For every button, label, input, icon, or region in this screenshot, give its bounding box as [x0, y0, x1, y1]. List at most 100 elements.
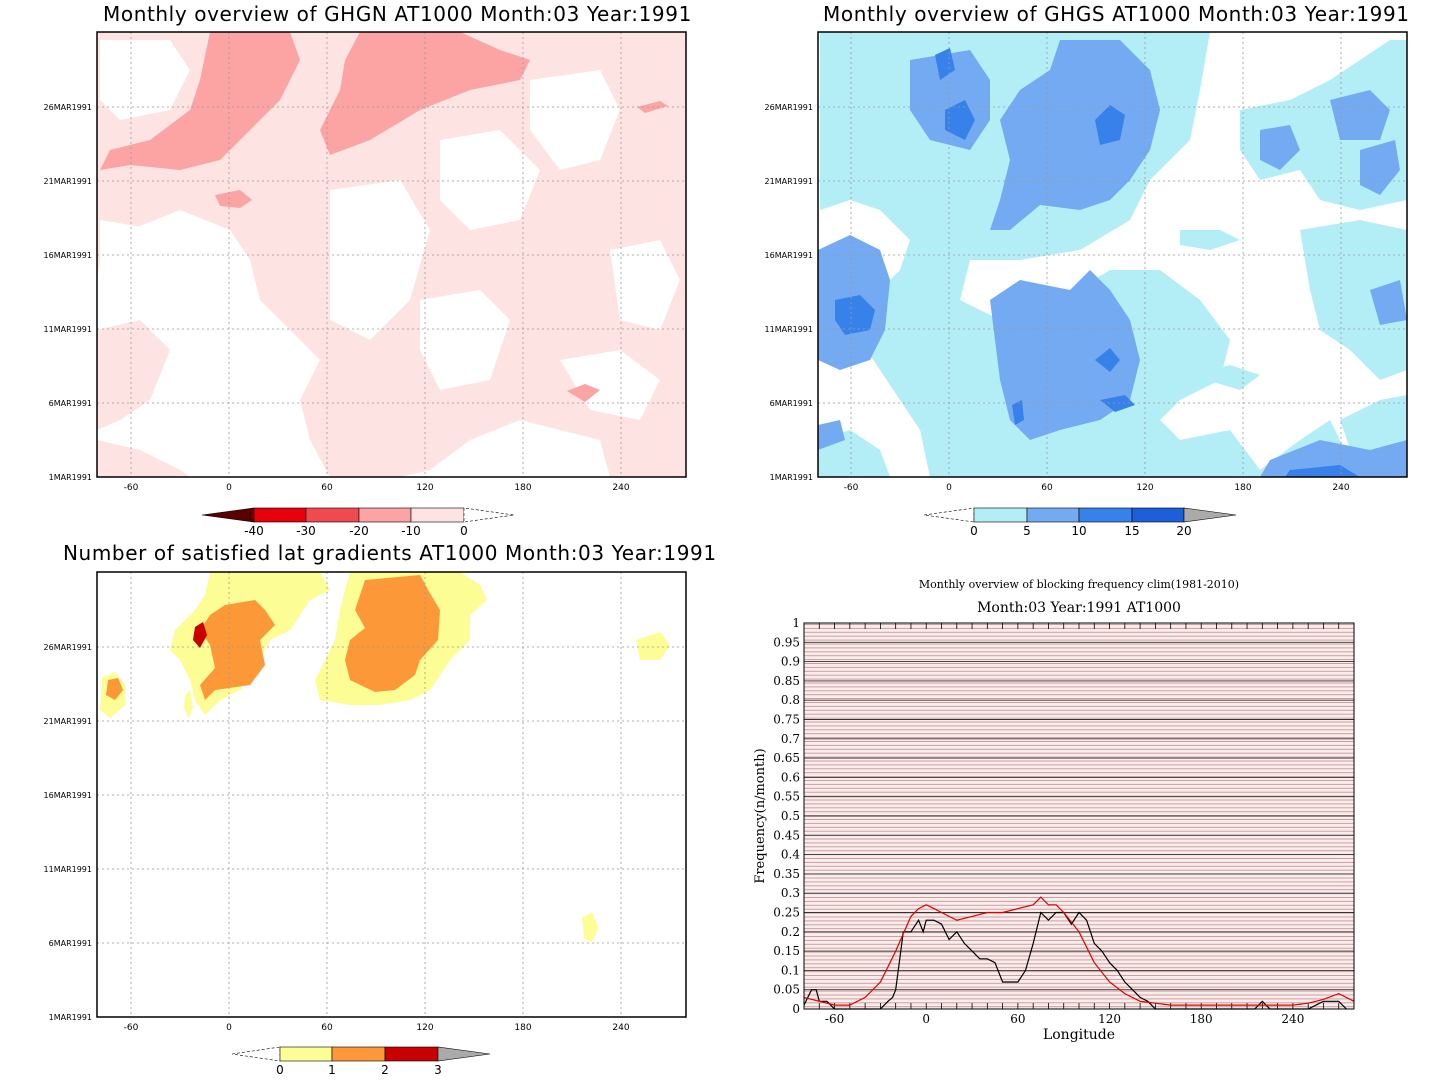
x-tick: 60: [321, 1023, 333, 1033]
y-tick: 0.7: [781, 732, 800, 746]
colorbar-tick: 0: [970, 524, 978, 538]
x-tick: -60: [124, 483, 139, 493]
y-tick: 16MAR1991: [765, 251, 813, 260]
series-line-red: [803, 896, 1355, 1006]
gradients-colorbar: 0 1 2 3: [231, 1046, 491, 1077]
colorbar-tick: -20: [349, 524, 369, 538]
y-tick: 0.15: [773, 944, 800, 958]
ghgn-contour-medium: [100, 32, 300, 170]
y-tick: 0.5: [781, 809, 800, 823]
ghgn-y-ticks: 1MAR1991 6MAR1991 11MAR1991 16MAR1991 21…: [44, 103, 92, 482]
x-tick: 240: [612, 1023, 629, 1033]
colorbar-tick: 2: [381, 1063, 389, 1077]
x-tick: 120: [1136, 483, 1153, 493]
y-tick: 0.05: [773, 983, 800, 997]
frequency-title: Monthly overview of blocking frequency c…: [919, 578, 1239, 591]
ghgs-y-ticks: 1MAR1991 6MAR1991 11MAR1991 16MAR1991 21…: [765, 103, 813, 482]
colorbar-tick: 1: [328, 1063, 336, 1077]
colorbar-tick: 20: [1176, 524, 1191, 538]
y-tick: 0.85: [773, 674, 800, 688]
ghgn-colorbar: -40 -30 -20 -10 0: [201, 507, 515, 538]
y-tick: 0.6: [781, 770, 800, 784]
y-tick: 0.65: [773, 751, 800, 765]
x-tick: 60: [1010, 1012, 1025, 1026]
y-tick: 0.95: [773, 635, 800, 649]
y-tick: 0.55: [773, 790, 800, 804]
colorbar-tick: 5: [1023, 524, 1031, 538]
x-tick: 240: [1281, 1012, 1304, 1026]
colorbar-tick: -10: [401, 524, 421, 538]
ghgs-x-ticks: -60 0 60 120 180 240: [844, 483, 1350, 493]
y-tick: 0.75: [773, 713, 800, 727]
y-tick: 0.35: [773, 867, 800, 881]
gradients-y-ticks: 1MAR1991 6MAR1991 11MAR1991 16MAR1991 21…: [44, 643, 92, 1022]
x-tick: 180: [1234, 483, 1251, 493]
x-tick: 60: [1041, 483, 1053, 493]
y-tick: 0.3: [781, 886, 800, 900]
y-tick: 0.25: [773, 906, 800, 920]
y-tick: 0: [792, 1002, 800, 1016]
gradients-x-ticks: -60 0 60 120 180 240: [124, 1023, 630, 1033]
y-tick: 6MAR1991: [49, 399, 92, 408]
y-tick: 0.9: [781, 655, 800, 669]
frequency-ylabel: Frequency(n/month): [753, 748, 768, 883]
y-tick: 6MAR1991: [770, 399, 813, 408]
frequency-xlabel: Longitude: [1043, 1027, 1115, 1043]
y-tick: 21MAR1991: [765, 177, 813, 186]
x-tick: 0: [946, 483, 952, 493]
title-ghgs: Monthly overview of GHGS AT1000 Month:03…: [823, 2, 1410, 26]
y-tick: 26MAR1991: [44, 103, 92, 112]
x-tick: 120: [416, 1023, 433, 1033]
colorbar-tick: 3: [434, 1063, 442, 1077]
x-tick: 180: [514, 483, 531, 493]
colorbar-tick: 0: [460, 524, 468, 538]
x-tick: 60: [321, 483, 333, 493]
colorbar-tick: 15: [1124, 524, 1139, 538]
x-tick: -60: [844, 483, 859, 493]
y-tick: 21MAR1991: [44, 717, 92, 726]
y-tick: 6MAR1991: [49, 939, 92, 948]
colorbar-tick: 10: [1071, 524, 1086, 538]
x-tick: 0: [226, 1023, 232, 1033]
title-gradients: Number of satisfied lat gradients AT1000…: [63, 541, 717, 565]
colorbar-tick: -30: [296, 524, 316, 538]
y-tick: 16MAR1991: [44, 791, 92, 800]
frequency-subtitle: Month:03 Year:1991 AT1000: [977, 600, 1181, 616]
ghgs-contour-dark: [935, 48, 955, 80]
y-tick: 16MAR1991: [44, 251, 92, 260]
y-tick: 21MAR1991: [44, 177, 92, 186]
y-tick: 0.8: [781, 693, 800, 707]
x-tick: 0: [226, 483, 232, 493]
colorbar-tick: 0: [276, 1063, 284, 1077]
ghgs-colorbar: 0 5 10 15 20: [923, 507, 1237, 538]
x-tick: 0: [922, 1012, 930, 1026]
x-tick: 120: [1098, 1012, 1121, 1026]
x-tick: 240: [1332, 483, 1349, 493]
y-tick: 0.45: [773, 828, 800, 842]
y-tick: 11MAR1991: [765, 325, 813, 334]
ghgs-contour-medium: [990, 40, 1160, 230]
ghgn-x-ticks: -60 0 60 120 180 240: [124, 483, 630, 493]
x-tick: 120: [416, 483, 433, 493]
ghgn-plot: -60 0 60 120 180 240 1MAR1991 6MAR1991 1…: [44, 31, 687, 538]
y-tick: 1MAR1991: [49, 1013, 92, 1022]
ghgs-plot: -60 0 60 120 180 240 1MAR1991 6MAR1991 1…: [765, 31, 1408, 538]
y-tick: 26MAR1991: [44, 643, 92, 652]
y-tick: 0.2: [781, 925, 800, 939]
y-tick: 0.1: [781, 963, 800, 977]
x-tick: 180: [1190, 1012, 1213, 1026]
x-tick: 240: [612, 483, 629, 493]
colorbar-tick: -40: [244, 524, 264, 538]
title-ghgn: Monthly overview of GHGN AT1000 Month:03…: [103, 2, 692, 26]
y-tick: 1MAR1991: [49, 473, 92, 482]
y-tick: 0.4: [781, 848, 800, 862]
y-tick: 26MAR1991: [765, 103, 813, 112]
x-tick: 180: [514, 1023, 531, 1033]
y-tick: 11MAR1991: [44, 865, 92, 874]
gradients-plot: -60 0 60 120 180 240 1MAR1991 6MAR1991 1…: [44, 571, 687, 1077]
y-tick: 1: [792, 616, 800, 630]
gradients-contour-red: [193, 622, 207, 648]
x-tick: -60: [825, 1012, 844, 1026]
y-tick: 1MAR1991: [770, 473, 813, 482]
